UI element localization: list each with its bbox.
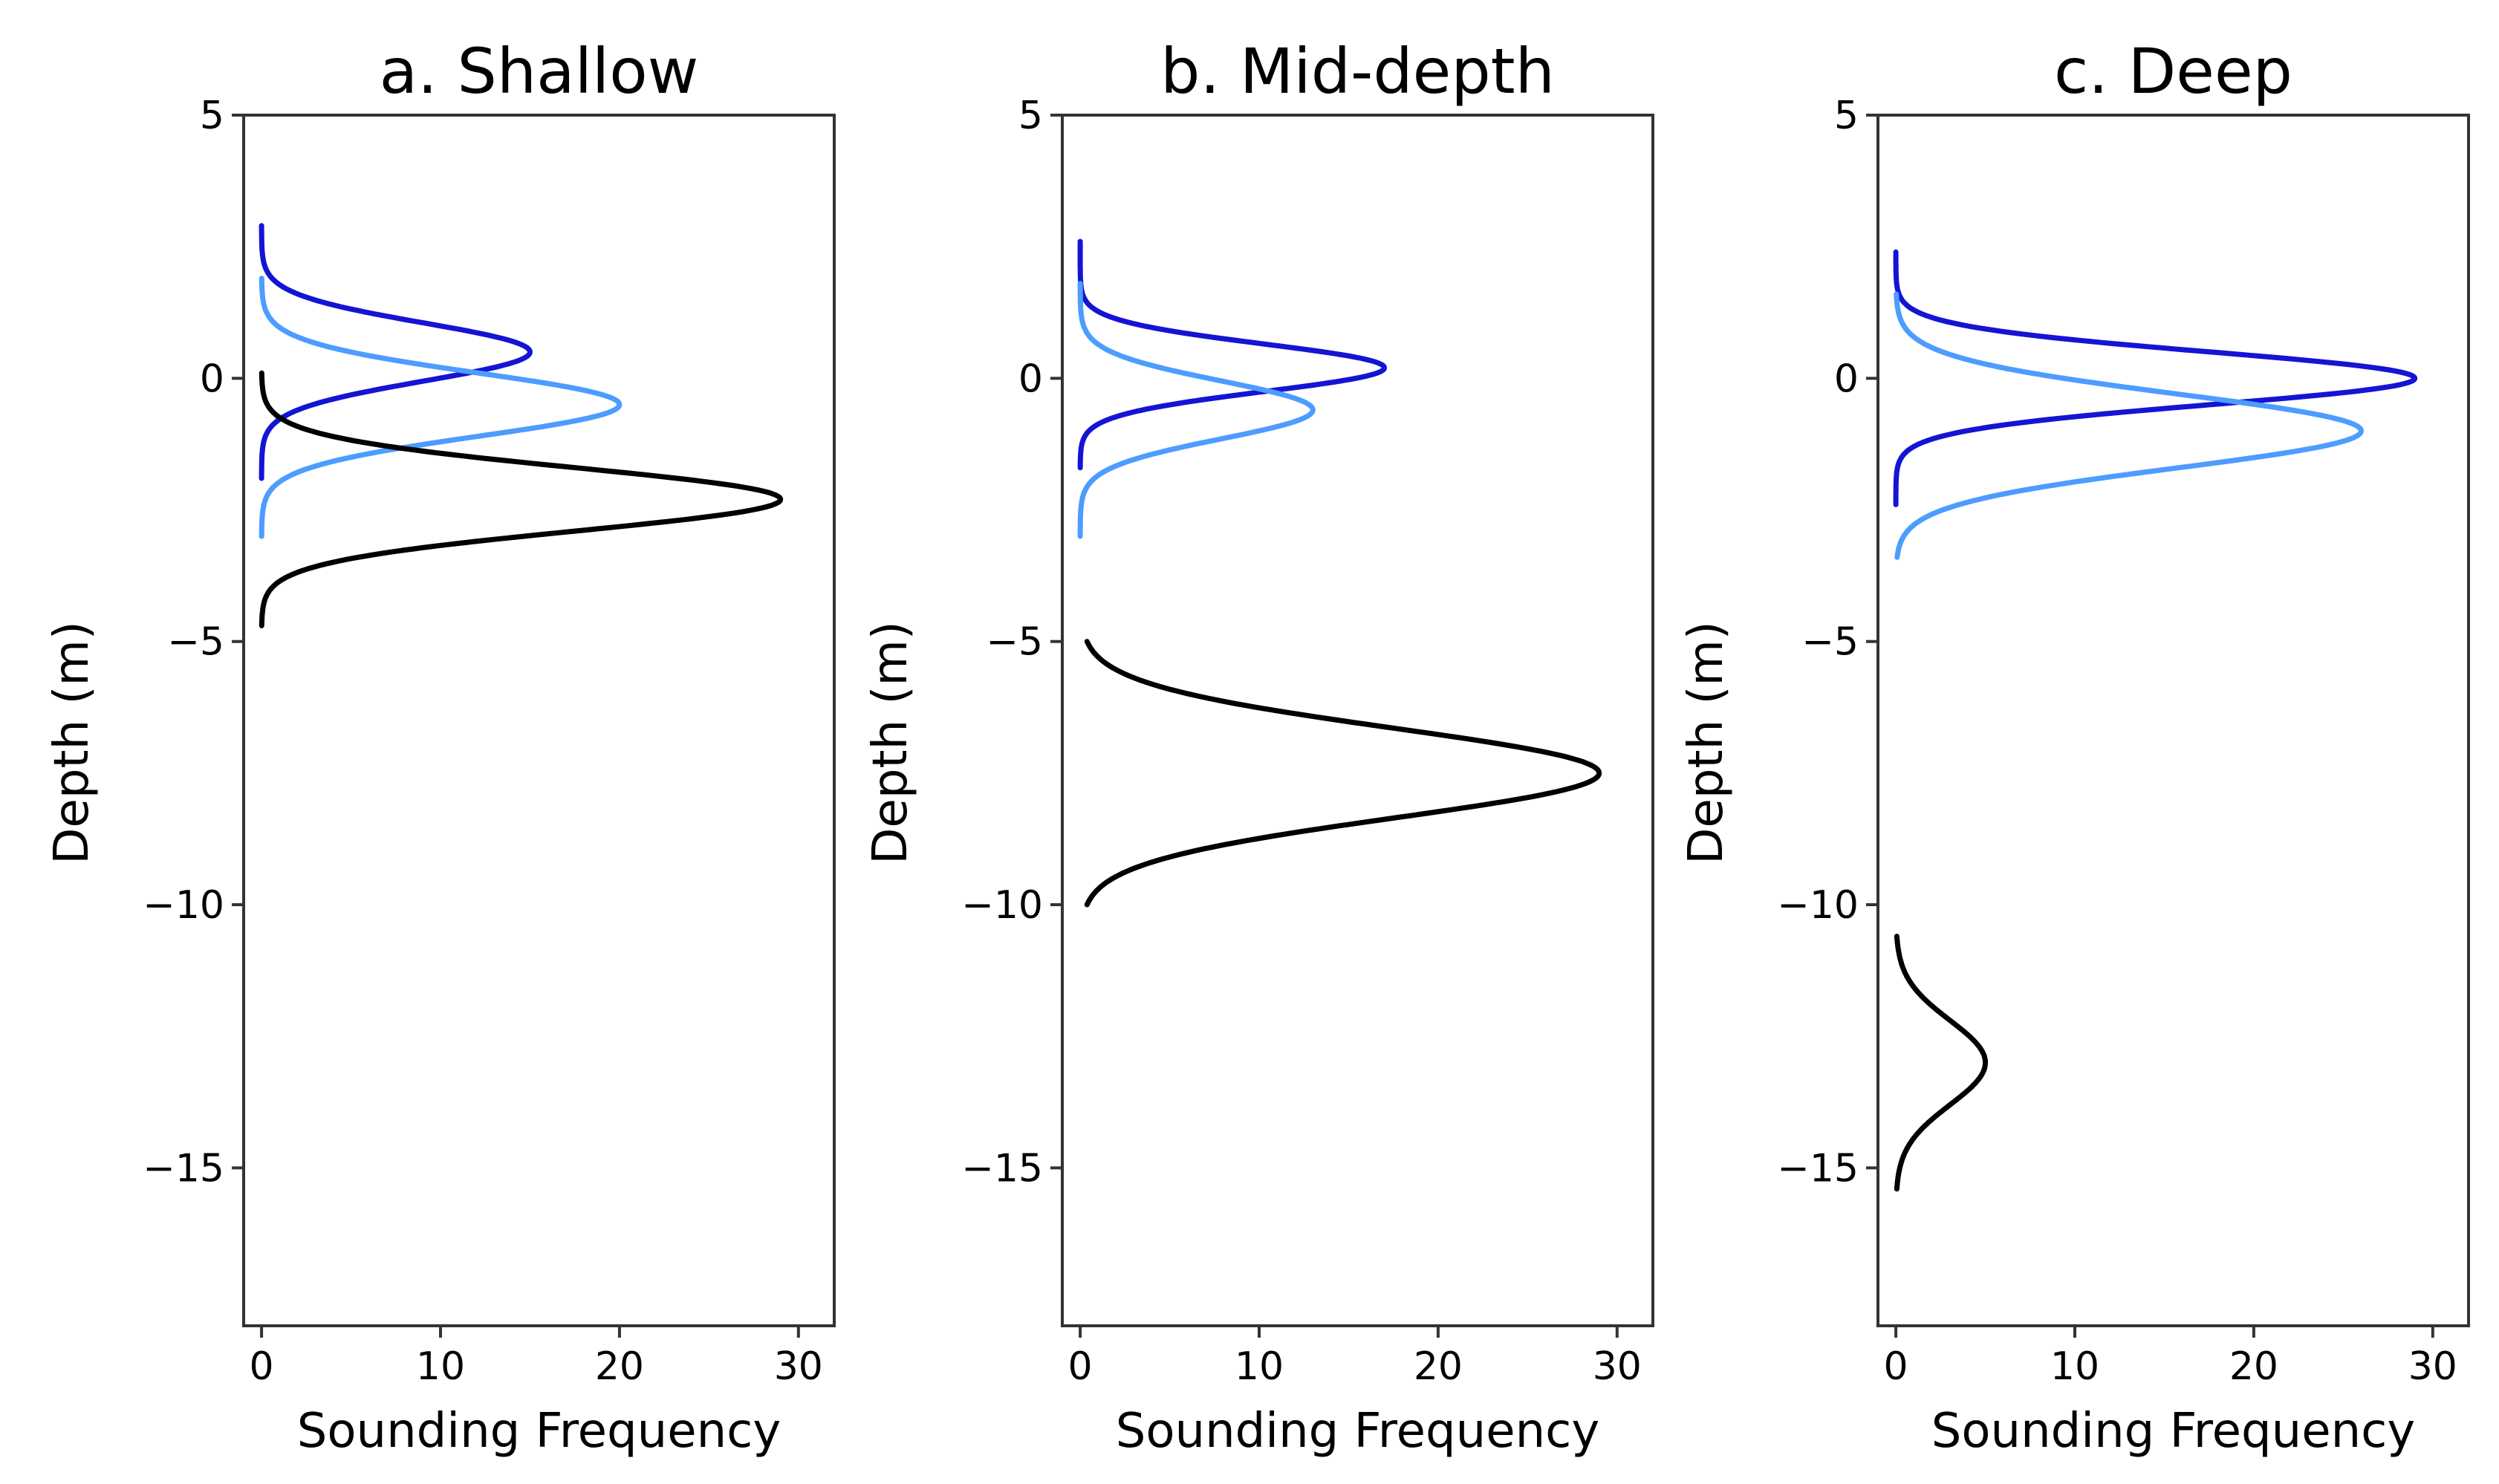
series-line: [1894, 291, 2364, 560]
series-line: [1894, 934, 1988, 1192]
y-axis-label: Depth (m): [1679, 621, 1734, 865]
y-tick-label: −5: [986, 620, 1043, 665]
y-tick-label: 0: [1018, 357, 1043, 401]
plot-frame: [1876, 114, 2470, 1327]
x-tick-label: 10: [416, 1344, 465, 1389]
x-tick-label: 30: [2408, 1344, 2457, 1389]
plot-frame: [242, 114, 836, 1327]
y-tick-label: 0: [200, 357, 224, 401]
y-tick-label: −5: [1801, 620, 1859, 665]
series-line: [1077, 238, 1388, 471]
y-axis-label: Depth (m): [863, 621, 918, 865]
x-tick-label: 30: [1593, 1344, 1642, 1389]
y-tick-label: −15: [143, 1146, 224, 1191]
plot-frame: [1061, 114, 1654, 1327]
panel-title: a. Shallow: [380, 35, 699, 108]
x-tick-label: 0: [1884, 1344, 1908, 1389]
series-line: [1893, 249, 2418, 507]
x-tick-labels: 0 10 20 30: [1068, 1344, 1642, 1389]
y-tick-label: 5: [200, 94, 224, 138]
x-tick-label: 10: [2050, 1344, 2099, 1389]
y-tick-labels: 5 0 −5 −10 −15: [143, 94, 224, 1191]
x-axis-label: Sounding Frequency: [1931, 1404, 2415, 1459]
x-tick-label: 0: [1068, 1344, 1093, 1389]
x-tick-label: 20: [595, 1344, 644, 1389]
panel-deep: c. Deep Sounding Frequency Depth (m) 0 1…: [1679, 35, 2470, 1459]
x-tick-label: 20: [2229, 1344, 2278, 1389]
series-line: [259, 223, 533, 481]
y-tick-label: 0: [1834, 357, 1859, 401]
y-tick-labels: 5 0 −5 −10 −15: [961, 94, 1043, 1191]
panel-shallow: a. Shallow Sounding Frequency Depth (m) …: [45, 35, 836, 1459]
y-tick-label: −5: [167, 620, 224, 665]
panel-title: b. Mid-depth: [1160, 35, 1555, 108]
x-tick-labels: 0 10 20 30: [1884, 1344, 2457, 1389]
series-line: [1084, 639, 1602, 908]
x-axis-label: Sounding Frequency: [297, 1404, 781, 1459]
x-tick-labels: 0 10 20 30: [250, 1344, 823, 1389]
y-tick-label: −10: [961, 883, 1043, 928]
panel-mid-depth: b. Mid-depth Sounding Frequency Depth (m…: [863, 35, 1654, 1459]
x-axis-label: Sounding Frequency: [1116, 1404, 1599, 1459]
x-tick-label: 0: [250, 1344, 274, 1389]
x-tick-label: 30: [774, 1344, 823, 1389]
y-tick-label: 5: [1834, 94, 1859, 138]
series-line: [1077, 281, 1316, 539]
y-tick-label: 5: [1018, 94, 1043, 138]
x-tick-label: 20: [1414, 1344, 1463, 1389]
x-tick-label: 10: [1235, 1344, 1284, 1389]
panel-title: c. Deep: [2054, 35, 2292, 108]
series-line: [259, 276, 623, 539]
series-line: [259, 370, 784, 628]
y-tick-labels: 5 0 −5 −10 −15: [1777, 94, 1859, 1191]
y-axis-label: Depth (m): [45, 621, 100, 865]
y-tick-label: −15: [1777, 1146, 1859, 1191]
y-tick-label: −10: [1777, 883, 1859, 928]
y-tick-label: −15: [961, 1146, 1043, 1191]
y-tick-label: −10: [143, 883, 224, 928]
